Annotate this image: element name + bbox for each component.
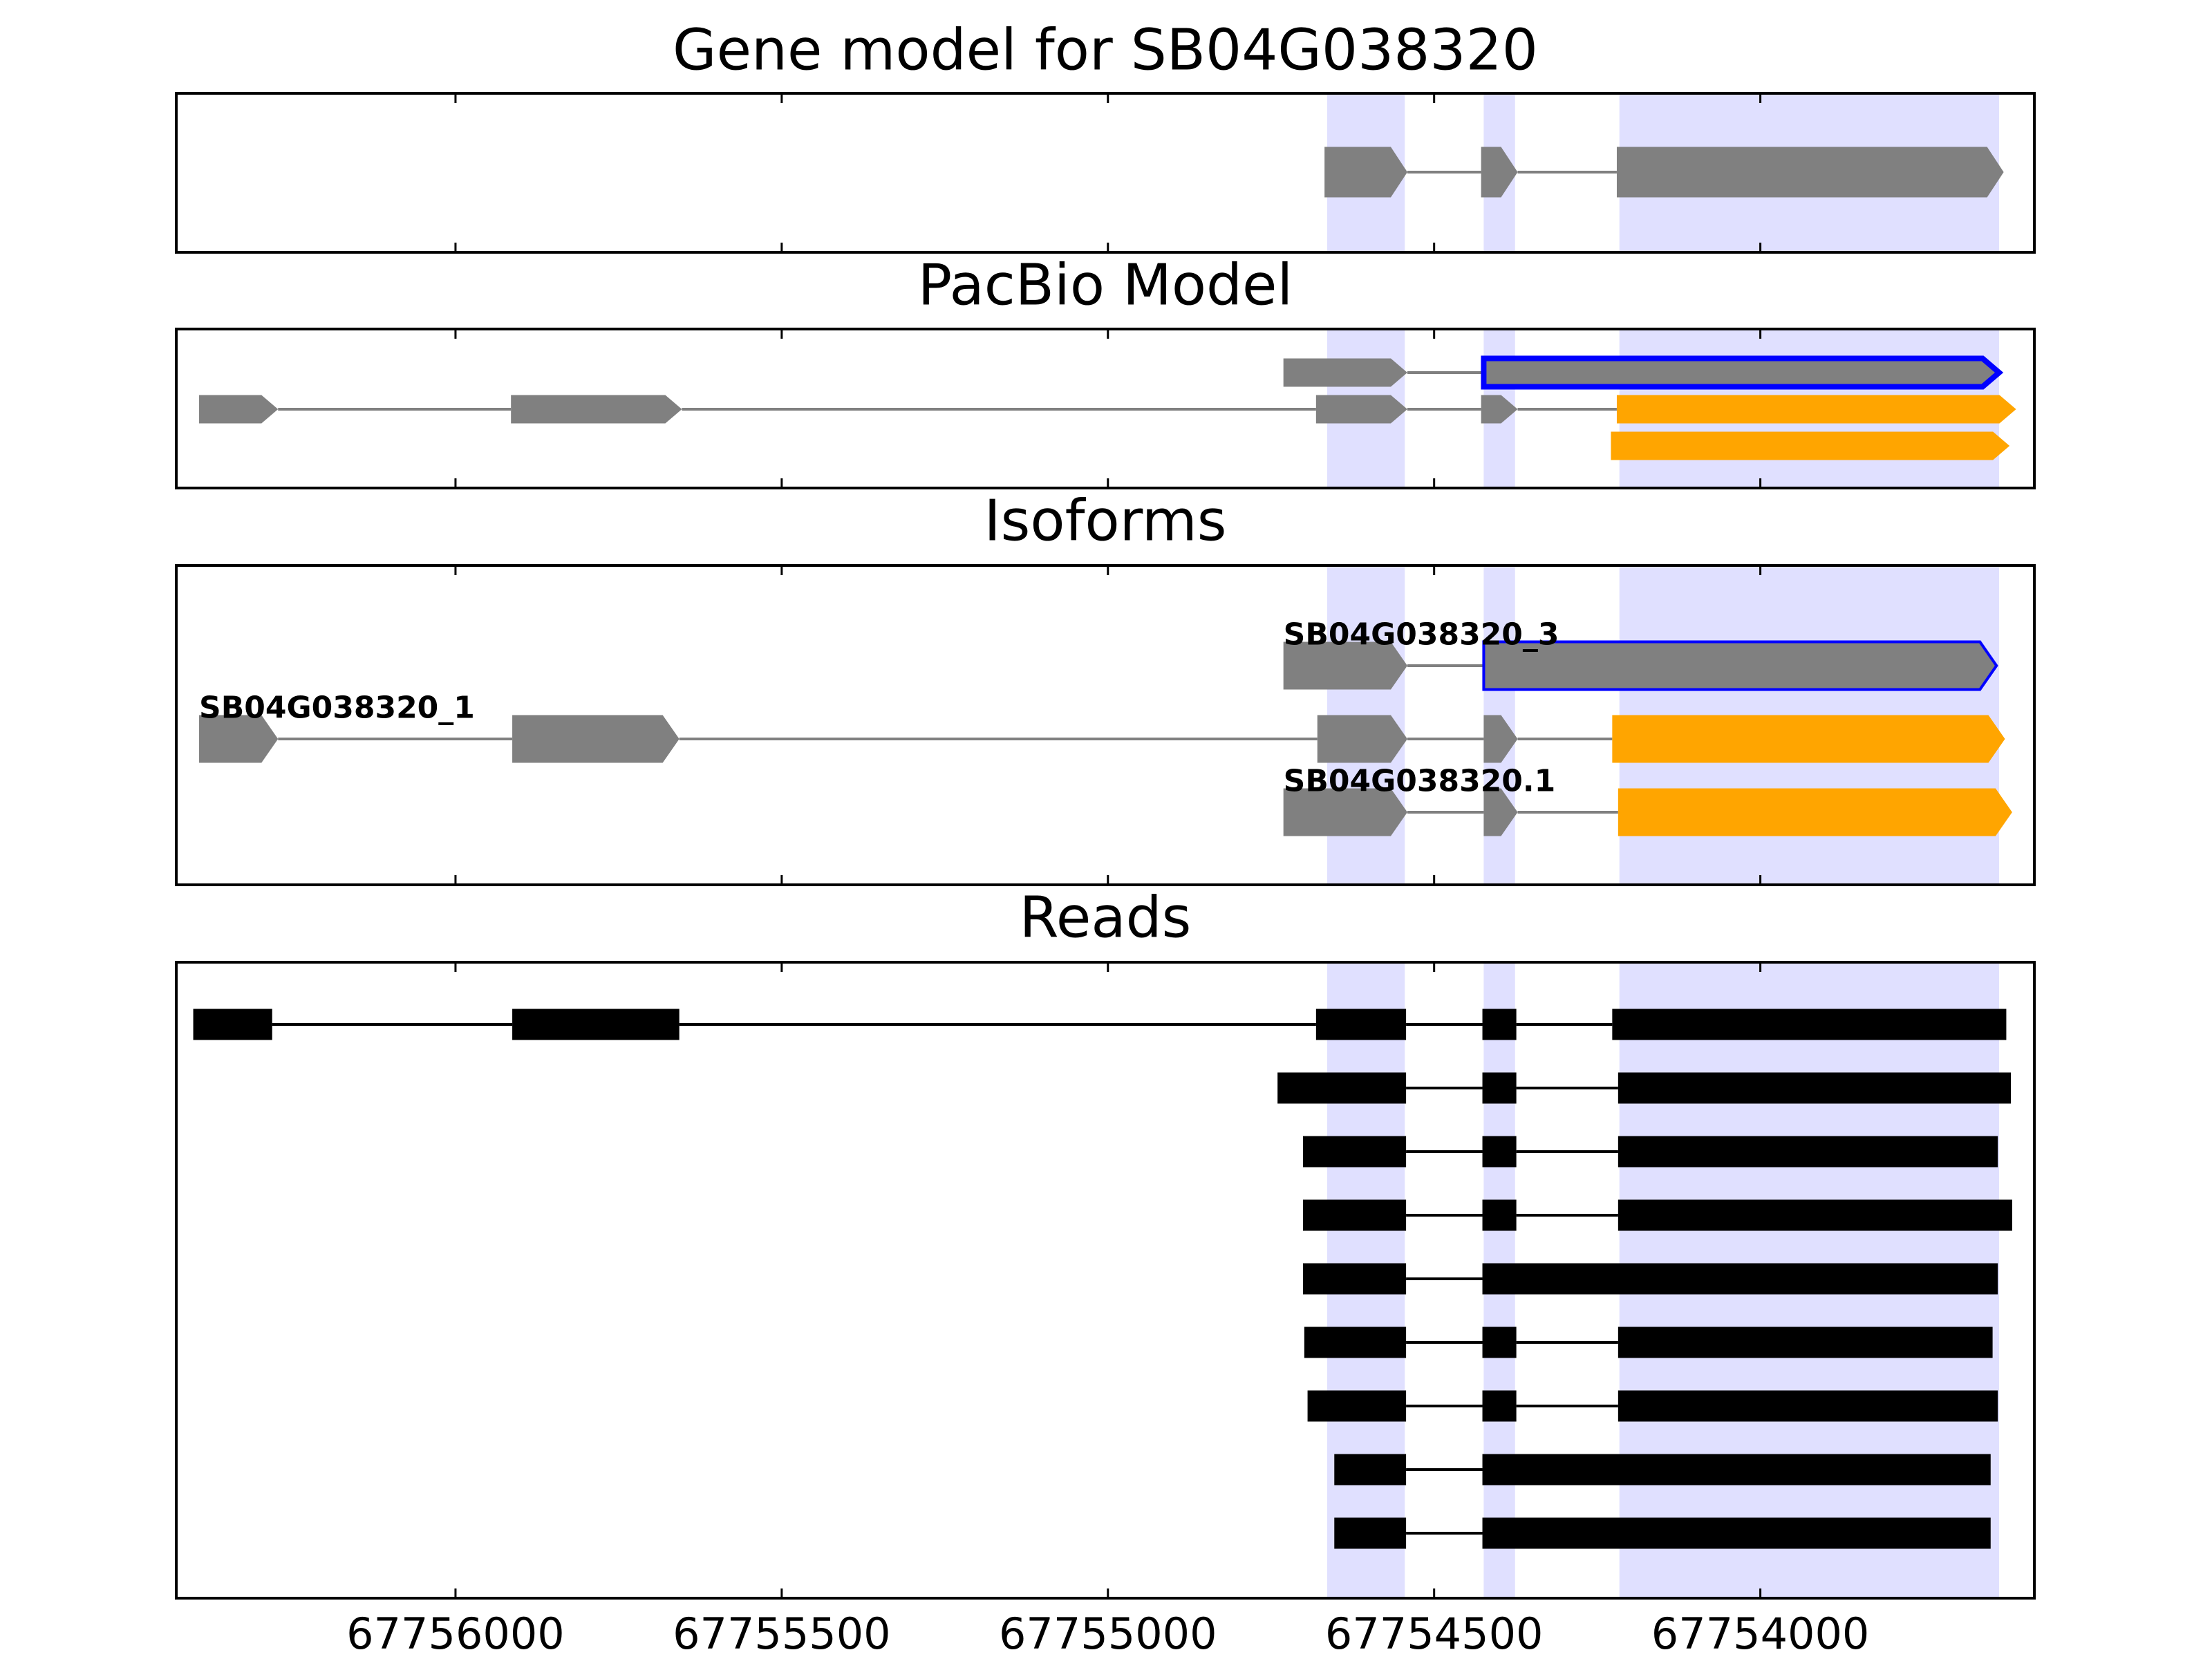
panel-title: Isoforms (984, 488, 1227, 554)
exon (1618, 788, 2012, 836)
exon (1315, 1009, 1407, 1040)
exon (1302, 1263, 1407, 1295)
panel-frame (175, 92, 2036, 254)
x-tick-label: 67755000 (999, 1609, 1217, 1659)
exon (1334, 1517, 1407, 1549)
exon (1317, 715, 1407, 763)
x-tick-label: 67754500 (1325, 1609, 1544, 1659)
exon (1304, 1327, 1407, 1358)
exon (1483, 715, 1518, 763)
exon (1307, 1390, 1407, 1422)
exon (1616, 147, 2004, 198)
exon (1482, 640, 1998, 691)
panel-frame (175, 564, 2036, 886)
exon (1618, 1390, 1998, 1422)
isoform-label: SB04G038320.1 (1284, 764, 1556, 799)
x-tick-label: 67755500 (673, 1609, 891, 1659)
exon (1482, 1009, 1517, 1040)
exon (1611, 431, 2010, 460)
isoform-label: SB04G038320_1 (199, 691, 475, 726)
exon (1482, 1136, 1517, 1168)
panel-title: Gene model for SB04G038320 (673, 17, 1538, 83)
exon (511, 395, 682, 424)
exon (1302, 1199, 1407, 1231)
exon (1618, 1072, 2012, 1104)
exon (1616, 395, 2016, 424)
exon (1334, 1454, 1407, 1485)
exon (512, 715, 679, 763)
exon (199, 715, 279, 763)
exon (1283, 788, 1407, 836)
panel-title: Reads (1020, 885, 1192, 950)
x-tick-label: 67756000 (346, 1609, 565, 1659)
exon (1483, 788, 1518, 836)
exon (1618, 1136, 1998, 1168)
exon (1482, 1517, 1991, 1549)
exon (1482, 1072, 1517, 1104)
exon (1481, 147, 1518, 198)
exon (1302, 1136, 1407, 1168)
exon (199, 395, 279, 424)
exon (1283, 358, 1407, 387)
exon (1612, 1009, 2007, 1040)
exon (1482, 1199, 1517, 1231)
exon (1482, 1390, 1517, 1422)
exon (193, 1009, 272, 1040)
exon (1481, 395, 1518, 424)
exon (1315, 395, 1407, 424)
exon (1283, 641, 1407, 690)
x-tick-label: 67754000 (1651, 1609, 1870, 1659)
exon (1482, 1263, 1998, 1295)
panel-frame (175, 328, 2036, 489)
exon (1277, 1072, 1407, 1104)
exon (1482, 1327, 1517, 1358)
exon (1482, 1454, 1991, 1485)
exon (1612, 715, 2005, 763)
exon (512, 1009, 679, 1040)
exon (1481, 355, 2004, 390)
exon (1618, 1327, 1993, 1358)
panel-frame (175, 961, 2036, 1600)
isoform-label: SB04G038320_3 (1284, 617, 1559, 653)
exon (1324, 147, 1407, 198)
panel-title: PacBio Model (918, 252, 1293, 318)
exon (1618, 1199, 2012, 1231)
